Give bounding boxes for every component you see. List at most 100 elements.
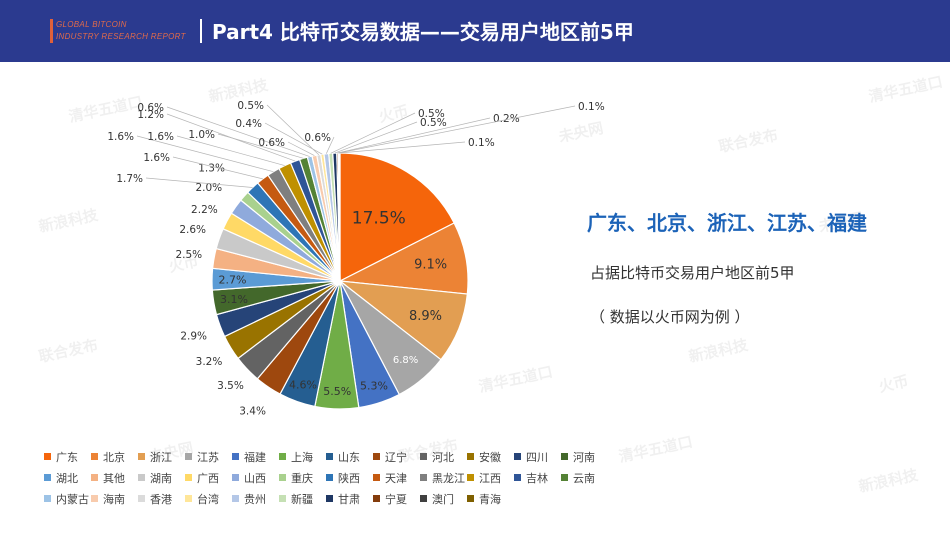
legend-label: 黑龙江	[432, 471, 465, 485]
legend-swatch	[279, 474, 286, 481]
slice-label: 1.6%	[147, 131, 174, 143]
legend-swatch	[514, 453, 521, 460]
leader-line	[287, 141, 315, 156]
legend-label: 青海	[479, 492, 501, 506]
legend-label: 宁夏	[385, 492, 407, 506]
legend-swatch	[326, 453, 333, 460]
legend-item: 安徽	[467, 449, 514, 465]
legend-label: 新疆	[291, 492, 313, 506]
legend-item: 河北	[420, 449, 467, 465]
legend-swatch	[467, 495, 474, 502]
legend-item: 陕西	[326, 470, 373, 486]
slice-label: 8.9%	[409, 309, 442, 324]
legend-swatch	[138, 474, 145, 481]
legend-swatch	[326, 495, 333, 502]
slice-label: 1.0%	[188, 129, 215, 141]
leader-line	[266, 104, 320, 156]
slice-label: 3.2%	[196, 356, 223, 368]
legend-label: 山西	[244, 471, 266, 485]
slice-label: 0.5%	[237, 100, 264, 112]
slice-label: 0.5%	[420, 117, 447, 129]
slice-label: 2.0%	[195, 182, 222, 194]
legend-swatch	[420, 495, 427, 502]
legend-label: 江苏	[197, 450, 219, 464]
slice-label: 2.5%	[175, 249, 202, 261]
legend-label: 上海	[291, 450, 313, 464]
slice-label: 5.5%	[323, 385, 351, 398]
legend-label: 贵州	[244, 492, 266, 506]
legend-label: 浙江	[150, 450, 172, 464]
header-divider	[200, 19, 202, 43]
slice-label: 0.4%	[235, 118, 262, 130]
slice-label: 3.4%	[239, 405, 266, 417]
legend-label: 广西	[197, 471, 219, 485]
header-banner: GLOBAL BITCOIN INDUSTRY RESEARCH REPORT …	[0, 0, 950, 62]
legend-label: 安徽	[479, 450, 501, 464]
header-accent-bar	[50, 19, 53, 43]
legend-swatch	[138, 495, 145, 502]
slice-label: 0.5%	[418, 108, 445, 120]
leader-line	[325, 136, 335, 154]
legend-item: 广东	[44, 449, 91, 465]
legend-label: 重庆	[291, 471, 313, 485]
legend-swatch	[185, 453, 192, 460]
legend-label: 辽宁	[385, 450, 407, 464]
legend-item: 黑龙江	[420, 470, 467, 486]
legend-row: 广东 北京 浙江 江苏 福建 上海 山东 辽宁 河北 安徽 四川 河南	[44, 446, 644, 467]
slice-label: 1.6%	[143, 152, 170, 164]
slice-label: 0.1%	[468, 137, 495, 149]
legend-label: 天津	[385, 471, 407, 485]
legend-item: 湖南	[138, 470, 185, 486]
legend-swatch	[91, 453, 98, 460]
legend-swatch	[232, 453, 239, 460]
legend-item: 福建	[232, 449, 279, 465]
slice-label: 3.1%	[220, 293, 248, 306]
legend-label: 北京	[103, 450, 125, 464]
slice-label: 1.6%	[107, 131, 134, 143]
legend-item: 宁夏	[373, 491, 420, 507]
leader-line	[338, 105, 576, 154]
slice-label: 5.3%	[360, 380, 388, 393]
slice-label: 0.6%	[304, 132, 331, 144]
legend-item: 甘肃	[326, 491, 373, 507]
pie-chart: 17.5% 9.1% 8.9% 6.8% 5.3% 5.5% 4.6% 3.4% 3.5% 3.2…	[107, 100, 604, 417]
legend-label: 吉林	[526, 471, 548, 485]
legend-swatch	[279, 453, 286, 460]
legend-label: 内蒙古	[56, 492, 89, 506]
legend-swatch	[467, 474, 474, 481]
leader-line	[145, 177, 253, 188]
legend-label: 其他	[103, 471, 125, 485]
leader-line	[337, 117, 491, 154]
slice-label: 17.5%	[352, 209, 406, 229]
legend-item: 台湾	[185, 491, 232, 507]
slice-label: 4.6%	[289, 379, 317, 392]
brand-line-2: INDUSTRY RESEARCH REPORT	[56, 32, 186, 41]
leader-line	[264, 122, 323, 155]
legend-item: 山西	[232, 470, 279, 486]
slice-label: 6.8%	[393, 355, 418, 366]
chart-legend: 广东 北京 浙江 江苏 福建 上海 山东 辽宁 河北 安徽 四川 河南 湖北 其他 湖南 广西 山西 重庆 陕西 天津…	[44, 446, 644, 509]
legend-item: 湖北	[44, 470, 91, 486]
legend-item: 江西	[467, 470, 514, 486]
legend-swatch	[138, 453, 145, 460]
legend-swatch	[373, 453, 380, 460]
legend-swatch	[373, 474, 380, 481]
legend-swatch	[561, 453, 568, 460]
legend-swatch	[44, 474, 51, 481]
legend-label: 湖北	[56, 471, 78, 485]
legend-swatch	[420, 453, 427, 460]
legend-swatch	[232, 495, 239, 502]
legend-label: 甘肃	[338, 492, 360, 506]
legend-label: 江西	[479, 471, 501, 485]
slice-label: 2.9%	[180, 331, 207, 343]
slice-label: 2.6%	[179, 224, 206, 236]
leader-line	[339, 141, 466, 154]
legend-swatch	[326, 474, 333, 481]
legend-row: 内蒙古 海南 香港 台湾 贵州 新疆 甘肃 宁夏 澳门 青海	[44, 488, 644, 509]
leader-line	[172, 156, 263, 180]
legend-item: 重庆	[279, 470, 326, 486]
slice-label: 0.6%	[137, 102, 164, 114]
legend-item: 上海	[279, 449, 326, 465]
legend-item: 云南	[561, 470, 608, 486]
legend-item: 四川	[514, 449, 561, 465]
